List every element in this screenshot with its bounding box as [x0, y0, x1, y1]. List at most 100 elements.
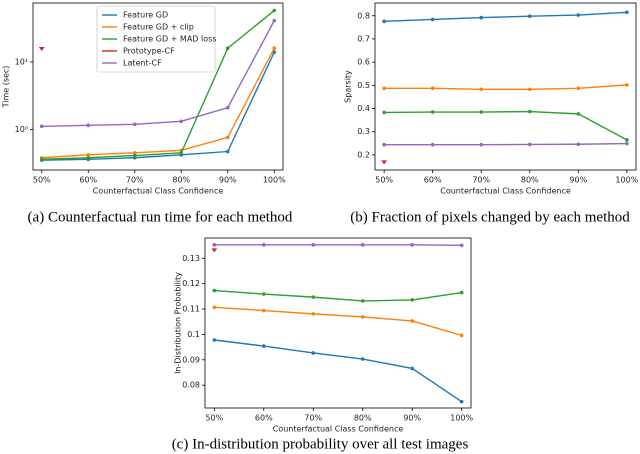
- y-tick-label: 0.09: [182, 355, 200, 364]
- plot-frame: [204, 237, 472, 409]
- y-axis-label: Sparsity: [344, 70, 353, 103]
- x-tick-label: 90%: [219, 176, 237, 185]
- y-tick-label: 0.12: [182, 279, 200, 288]
- caption: (b) Fraction of pixels changed by each m…: [350, 209, 630, 225]
- caption: (c) In-distribution probability over all…: [172, 436, 469, 452]
- legend-label: Feature GD + clip: [123, 23, 194, 32]
- marker: [382, 110, 386, 115]
- marker: [382, 19, 386, 24]
- y-tick-label: 0.8: [357, 11, 370, 20]
- marker: [225, 46, 230, 51]
- legend-box: [96, 5, 216, 73]
- marker: [212, 305, 217, 310]
- marker: [459, 243, 464, 248]
- marker: [381, 160, 388, 165]
- marker: [527, 14, 532, 19]
- marker: [132, 122, 137, 127]
- marker: [479, 15, 484, 20]
- marker: [479, 110, 484, 114]
- legend-label: Latent-CF: [123, 59, 162, 68]
- x-tick-label: 50%: [205, 414, 223, 423]
- y-axis-label: In-Distribution Probability: [174, 272, 183, 374]
- marker: [225, 149, 230, 154]
- x-tick-label: 70%: [304, 414, 322, 423]
- series-line: [41, 51, 275, 161]
- marker: [212, 243, 217, 247]
- marker: [527, 142, 532, 147]
- marker: [360, 243, 365, 247]
- marker: [576, 142, 581, 147]
- marker: [459, 290, 464, 295]
- x-tick-label: 90%: [569, 176, 587, 185]
- marker: [39, 157, 44, 162]
- marker: [382, 86, 386, 91]
- x-tick-label: 100%: [615, 176, 638, 185]
- x-tick-label: 60%: [79, 176, 97, 185]
- series-line: [384, 11, 627, 23]
- marker: [430, 17, 435, 22]
- x-tick-label: 60%: [255, 414, 273, 423]
- marker: [311, 312, 316, 316]
- y-tick-label: 10⁰: [15, 125, 28, 134]
- marker: [311, 295, 316, 299]
- series-line: [384, 110, 628, 141]
- series-line: [41, 20, 275, 128]
- marker: [132, 153, 137, 158]
- y-tick-label: 0.6: [357, 58, 370, 67]
- marker: [261, 292, 266, 296]
- series-line: [384, 84, 627, 90]
- marker: [311, 351, 316, 355]
- y-tick-label: 0.4: [357, 104, 370, 113]
- y-tick-label: 0.2: [357, 150, 370, 159]
- series-line: [384, 142, 627, 146]
- x-axis-label: Counterfactual Class Confidence: [440, 187, 571, 196]
- marker: [39, 124, 44, 129]
- x-tick-label: 90%: [403, 414, 421, 423]
- marker: [212, 338, 217, 342]
- marker: [576, 86, 581, 91]
- marker: [86, 123, 91, 128]
- marker: [459, 399, 464, 404]
- marker: [382, 142, 386, 147]
- marker: [261, 308, 266, 313]
- marker: [311, 243, 316, 247]
- x-tick-label: 100%: [263, 176, 286, 185]
- series-line: [214, 339, 463, 403]
- marker: [211, 248, 218, 253]
- marker: [459, 333, 464, 338]
- x-tick-label: 50%: [33, 176, 51, 185]
- marker: [179, 119, 184, 124]
- y-tick-label: 0.5: [357, 81, 370, 90]
- caption: (a) Counterfactual run time for each met…: [28, 209, 293, 225]
- marker: [410, 366, 415, 371]
- y-tick-label: 0.7: [357, 34, 370, 43]
- marker: [479, 142, 484, 147]
- plot-frame: [374, 2, 637, 171]
- marker: [212, 288, 217, 293]
- marker: [576, 112, 581, 116]
- marker: [625, 10, 629, 15]
- series-line: [214, 289, 462, 302]
- x-tick-label: 50%: [375, 176, 393, 185]
- marker: [272, 46, 277, 51]
- marker: [261, 243, 266, 247]
- marker: [360, 315, 365, 319]
- marker: [272, 8, 277, 13]
- marker: [132, 150, 137, 155]
- marker: [410, 298, 415, 302]
- series-line: [214, 306, 462, 337]
- marker: [86, 155, 91, 160]
- plot-frame: [32, 2, 284, 171]
- x-tick-label: 80%: [354, 414, 372, 423]
- marker: [225, 105, 230, 110]
- marker: [38, 46, 45, 51]
- x-axis-label: Counterfactual Class Confidence: [273, 425, 404, 434]
- series-line: [214, 244, 462, 247]
- marker: [360, 357, 365, 361]
- marker: [410, 243, 415, 247]
- marker: [527, 109, 532, 114]
- marker: [527, 87, 532, 92]
- marker: [430, 142, 435, 147]
- x-tick-label: 70%: [472, 176, 490, 185]
- x-axis-label: Counterfactual Class Confidence: [93, 187, 224, 196]
